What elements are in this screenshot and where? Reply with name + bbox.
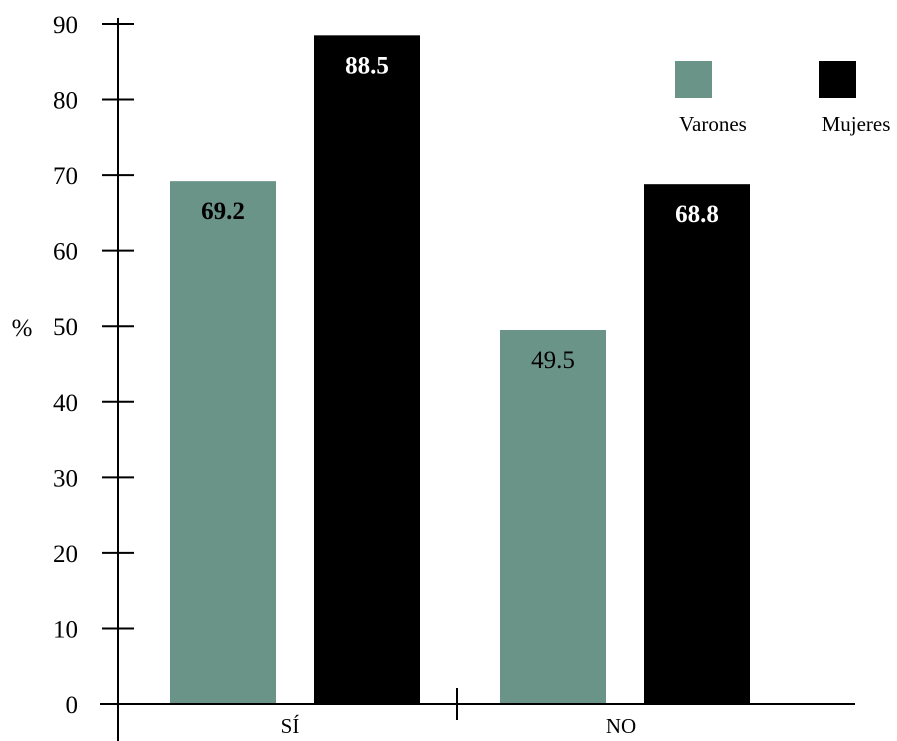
bars-group (170, 35, 750, 705)
legend-label-varones: Varones (679, 112, 747, 136)
legend: Varones Mujeres (675, 61, 890, 136)
y-tick-label-80: 80 (53, 88, 78, 115)
y-tick-label-70: 70 (53, 163, 78, 190)
y-tick-label-0: 0 (66, 692, 79, 719)
y-tick-label-90: 90 (53, 12, 78, 39)
data-labels-group: 69.2 49.5 88.5 68.8 (201, 52, 719, 374)
bar-varones-0 (170, 181, 276, 705)
legend-label-mujeres: Mujeres (822, 112, 891, 136)
y-tick-label-10: 10 (53, 616, 78, 643)
axes-group: 0 10 20 30 40 50 60 70 80 90% SÍ NO (12, 12, 855, 741)
data-label-mujeres-0: 88.5 (345, 52, 389, 79)
bar-mujeres-1 (644, 184, 750, 704)
bar-mujeres-0 (314, 35, 420, 705)
legend-swatch-varones (675, 61, 712, 98)
y-tick-label-40: 40 (53, 390, 78, 417)
data-label-mujeres-1: 68.8 (675, 201, 719, 228)
x-category-label-0: SÍ (281, 714, 300, 738)
bar-varones-1 (500, 330, 606, 704)
y-axis-label: % (12, 315, 33, 342)
y-tick-label-20: 20 (53, 541, 78, 568)
data-label-varones-1: 49.5 (531, 347, 575, 374)
y-tick-label-30: 30 (53, 465, 78, 492)
x-category-label-1: NO (606, 714, 636, 738)
y-tick-label-60: 60 (53, 239, 78, 266)
data-label-varones-0: 69.2 (201, 198, 245, 225)
legend-swatch-mujeres (819, 61, 856, 98)
y-tick-label-50: 50 (53, 314, 78, 341)
